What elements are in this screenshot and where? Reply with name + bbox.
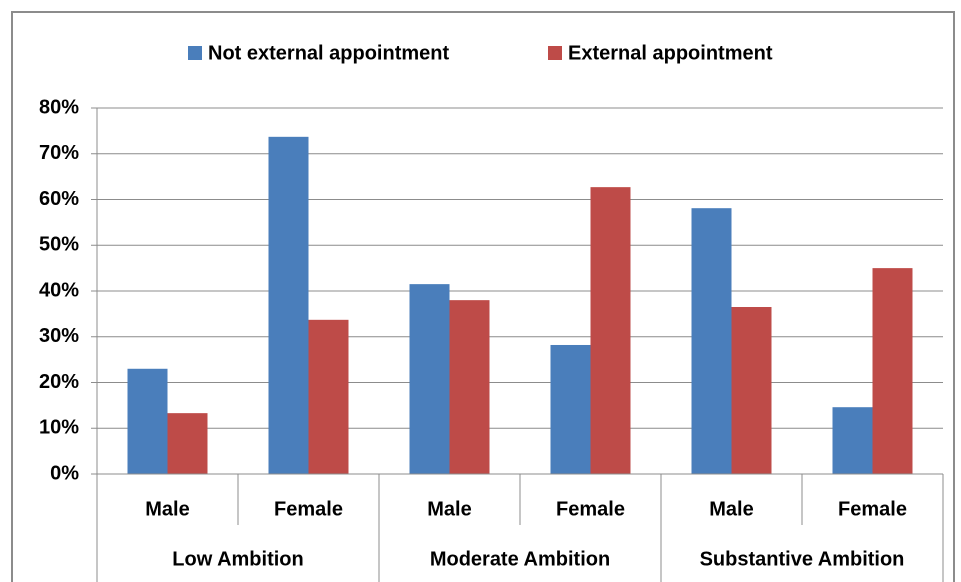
- x-tick-label: Female: [274, 498, 343, 520]
- x-tick-label: Male: [709, 498, 753, 520]
- legend-swatch: [548, 46, 562, 60]
- x-tick-label: Male: [145, 498, 189, 520]
- bar: [127, 368, 168, 474]
- bar: [409, 284, 450, 474]
- bar: [590, 187, 631, 474]
- group-label: Substantive Ambition: [700, 548, 905, 570]
- y-tick-label: 30%: [39, 325, 79, 347]
- bar: [872, 268, 913, 474]
- bar: [550, 344, 591, 474]
- bar: [308, 319, 349, 474]
- y-tick-label: 0%: [50, 462, 79, 484]
- y-tick-label: 50%: [39, 234, 79, 256]
- x-tick-label: Male: [427, 498, 471, 520]
- y-tick-label: 10%: [39, 417, 79, 439]
- legend-label: External appointment: [568, 42, 773, 64]
- group-label: Moderate Ambition: [430, 548, 610, 570]
- bar: [167, 413, 208, 474]
- bar: [268, 136, 309, 474]
- y-tick-label: 20%: [39, 371, 79, 393]
- x-tick-label: Female: [556, 498, 625, 520]
- bar: [449, 300, 490, 474]
- group-label: Low Ambition: [172, 548, 303, 570]
- legend-swatch: [188, 46, 202, 60]
- x-tick-label: Female: [838, 498, 907, 520]
- bar: [832, 407, 873, 474]
- bar: [691, 208, 732, 474]
- y-tick-label: 80%: [39, 96, 79, 118]
- y-tick-label: 70%: [39, 142, 79, 164]
- legend-label: Not external appointment: [208, 42, 449, 64]
- y-tick-label: 60%: [39, 188, 79, 210]
- bar: [731, 307, 772, 474]
- y-tick-label: 40%: [39, 279, 79, 301]
- chart-border: [11, 11, 955, 582]
